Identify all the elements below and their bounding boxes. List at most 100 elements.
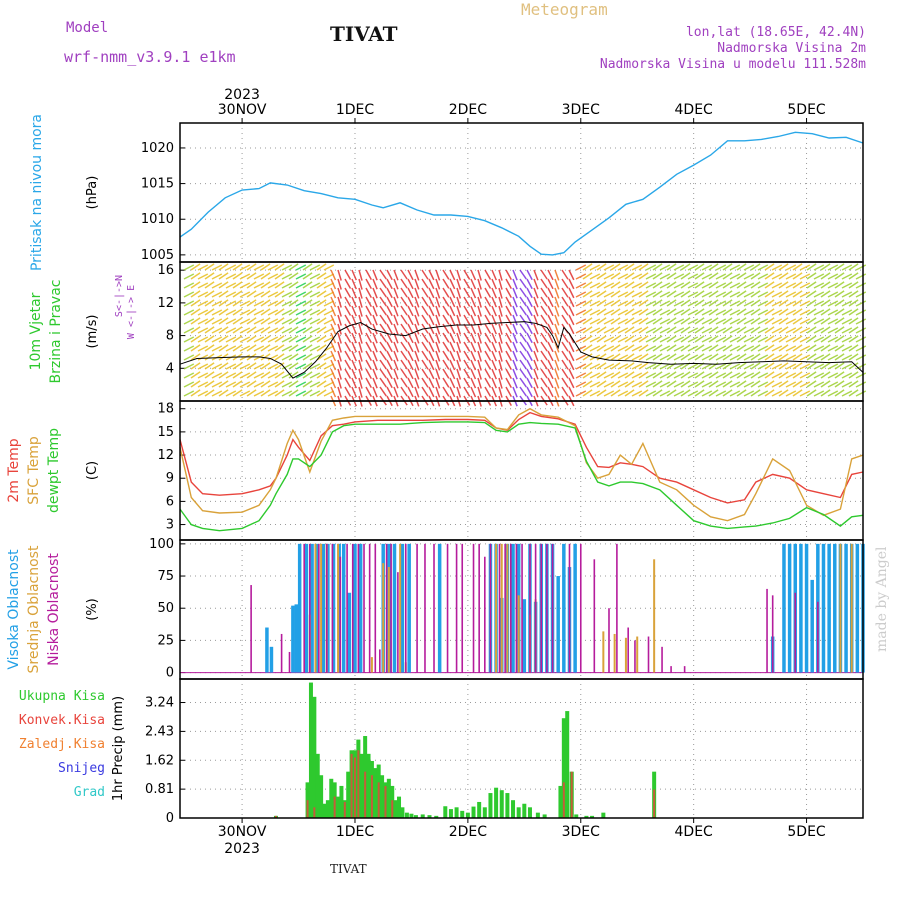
wind-arrow bbox=[841, 318, 853, 325]
wind-arrow bbox=[393, 305, 399, 317]
wind-arrow bbox=[435, 296, 441, 308]
cloud_high-bar bbox=[407, 543, 411, 673]
wind-arrow bbox=[673, 363, 685, 370]
wind-arrow bbox=[680, 353, 691, 361]
cloud_high-bar bbox=[827, 543, 831, 673]
wind-arrow bbox=[246, 371, 257, 379]
x-tick-label-top: 4DEC bbox=[675, 102, 714, 118]
wind-arrow bbox=[848, 299, 859, 307]
wind-arrow bbox=[736, 362, 747, 370]
wind-arrow bbox=[302, 353, 313, 361]
wind-arrow bbox=[617, 345, 629, 352]
wind-arrow bbox=[834, 380, 845, 388]
wind-arrow bbox=[421, 359, 429, 370]
wind-arrow bbox=[631, 300, 643, 307]
wind-arrow bbox=[246, 362, 257, 370]
wind-arrow bbox=[484, 359, 492, 370]
wind-arrow bbox=[659, 390, 671, 397]
wind-arrow bbox=[260, 353, 271, 361]
wind-arrow bbox=[778, 299, 789, 307]
wind-arrow bbox=[694, 272, 705, 280]
wind-arrow bbox=[561, 341, 569, 352]
wind-arrow bbox=[288, 317, 299, 325]
precip-total-bar bbox=[420, 814, 425, 818]
wind-arrow bbox=[400, 287, 408, 298]
wind-arrow bbox=[267, 264, 279, 271]
wind-arrow bbox=[393, 287, 399, 299]
wind-arrow bbox=[827, 381, 839, 388]
wind-arrow bbox=[834, 308, 845, 316]
wind-arrow bbox=[463, 269, 471, 280]
wind-arrow bbox=[554, 350, 560, 362]
wind-arrow bbox=[610, 263, 621, 271]
wind-arrow bbox=[449, 278, 456, 290]
wind-arrow bbox=[498, 341, 503, 353]
wind-arrow bbox=[498, 386, 503, 398]
wind-arrow bbox=[617, 327, 629, 334]
wind-arrow bbox=[498, 350, 503, 362]
wind-arrow bbox=[435, 314, 441, 326]
wind-arrow bbox=[533, 278, 539, 290]
wind-arrow bbox=[568, 323, 575, 335]
wind-arrow bbox=[855, 327, 867, 334]
wind-arrow bbox=[197, 372, 209, 379]
wind-arrow bbox=[764, 335, 775, 343]
x-tick-label-bottom: 3DEC bbox=[562, 824, 601, 840]
wind-arrow bbox=[372, 359, 378, 371]
wind-arrow bbox=[393, 359, 399, 371]
wind-arrow bbox=[463, 278, 471, 289]
wind-arrow bbox=[183, 282, 195, 289]
wind-arrow bbox=[309, 345, 321, 352]
wind-arrow bbox=[757, 327, 769, 334]
wind-arrow bbox=[799, 345, 811, 352]
x-tick-label-bottom: 1DEC bbox=[336, 824, 375, 840]
wind-arrow bbox=[533, 350, 539, 362]
wind-arrow bbox=[806, 263, 817, 271]
wind-arrow bbox=[456, 323, 462, 335]
wind-arrow bbox=[197, 300, 209, 307]
wind-arrow bbox=[701, 372, 713, 379]
wind-arrow bbox=[183, 336, 195, 343]
wind-arrow bbox=[568, 386, 575, 398]
wind-arrow bbox=[519, 368, 527, 379]
wind-arrow bbox=[568, 341, 575, 353]
wind-arrow bbox=[554, 278, 560, 290]
wind-arrow bbox=[701, 354, 713, 361]
wind-arrow bbox=[554, 359, 560, 371]
wind-arrow bbox=[393, 386, 399, 398]
wind-arrow bbox=[344, 341, 352, 352]
wind-arrow bbox=[267, 363, 279, 370]
wind-arrow bbox=[463, 323, 471, 334]
wind-arrow bbox=[281, 336, 293, 343]
wind-arrow bbox=[386, 386, 393, 398]
cloud_low-bar bbox=[766, 588, 768, 673]
wind-arrow bbox=[400, 278, 408, 289]
wind-arrow bbox=[736, 344, 747, 352]
wind-arrow bbox=[246, 380, 257, 388]
wind-arrow bbox=[638, 308, 649, 316]
wind-arrow bbox=[687, 273, 699, 280]
cloud_low-bar bbox=[534, 543, 537, 673]
wind-arrow bbox=[540, 296, 548, 307]
wind-arrow bbox=[659, 264, 671, 271]
wind-arrow bbox=[596, 290, 607, 298]
wind-arrow bbox=[575, 372, 587, 379]
wind-arrow bbox=[610, 371, 621, 379]
wind-arrow bbox=[400, 314, 408, 325]
wind-arrow bbox=[218, 281, 229, 289]
cloud_low-bar bbox=[351, 543, 354, 673]
wind-arrow bbox=[610, 380, 621, 388]
wind-arrow bbox=[183, 354, 195, 361]
wind-arrow bbox=[785, 336, 797, 343]
wind-arrow bbox=[498, 278, 503, 290]
wind-arrow bbox=[603, 381, 615, 388]
wind-arrow bbox=[274, 317, 285, 325]
wind-arrow bbox=[631, 381, 643, 388]
wind-arrow bbox=[722, 299, 733, 307]
wind-arrow bbox=[449, 305, 456, 317]
wind-arrow bbox=[379, 368, 387, 379]
wind-arrow bbox=[498, 332, 503, 344]
wind-arrow bbox=[260, 335, 271, 343]
precip-total-bar bbox=[601, 812, 606, 818]
wind-arrow bbox=[477, 386, 482, 398]
